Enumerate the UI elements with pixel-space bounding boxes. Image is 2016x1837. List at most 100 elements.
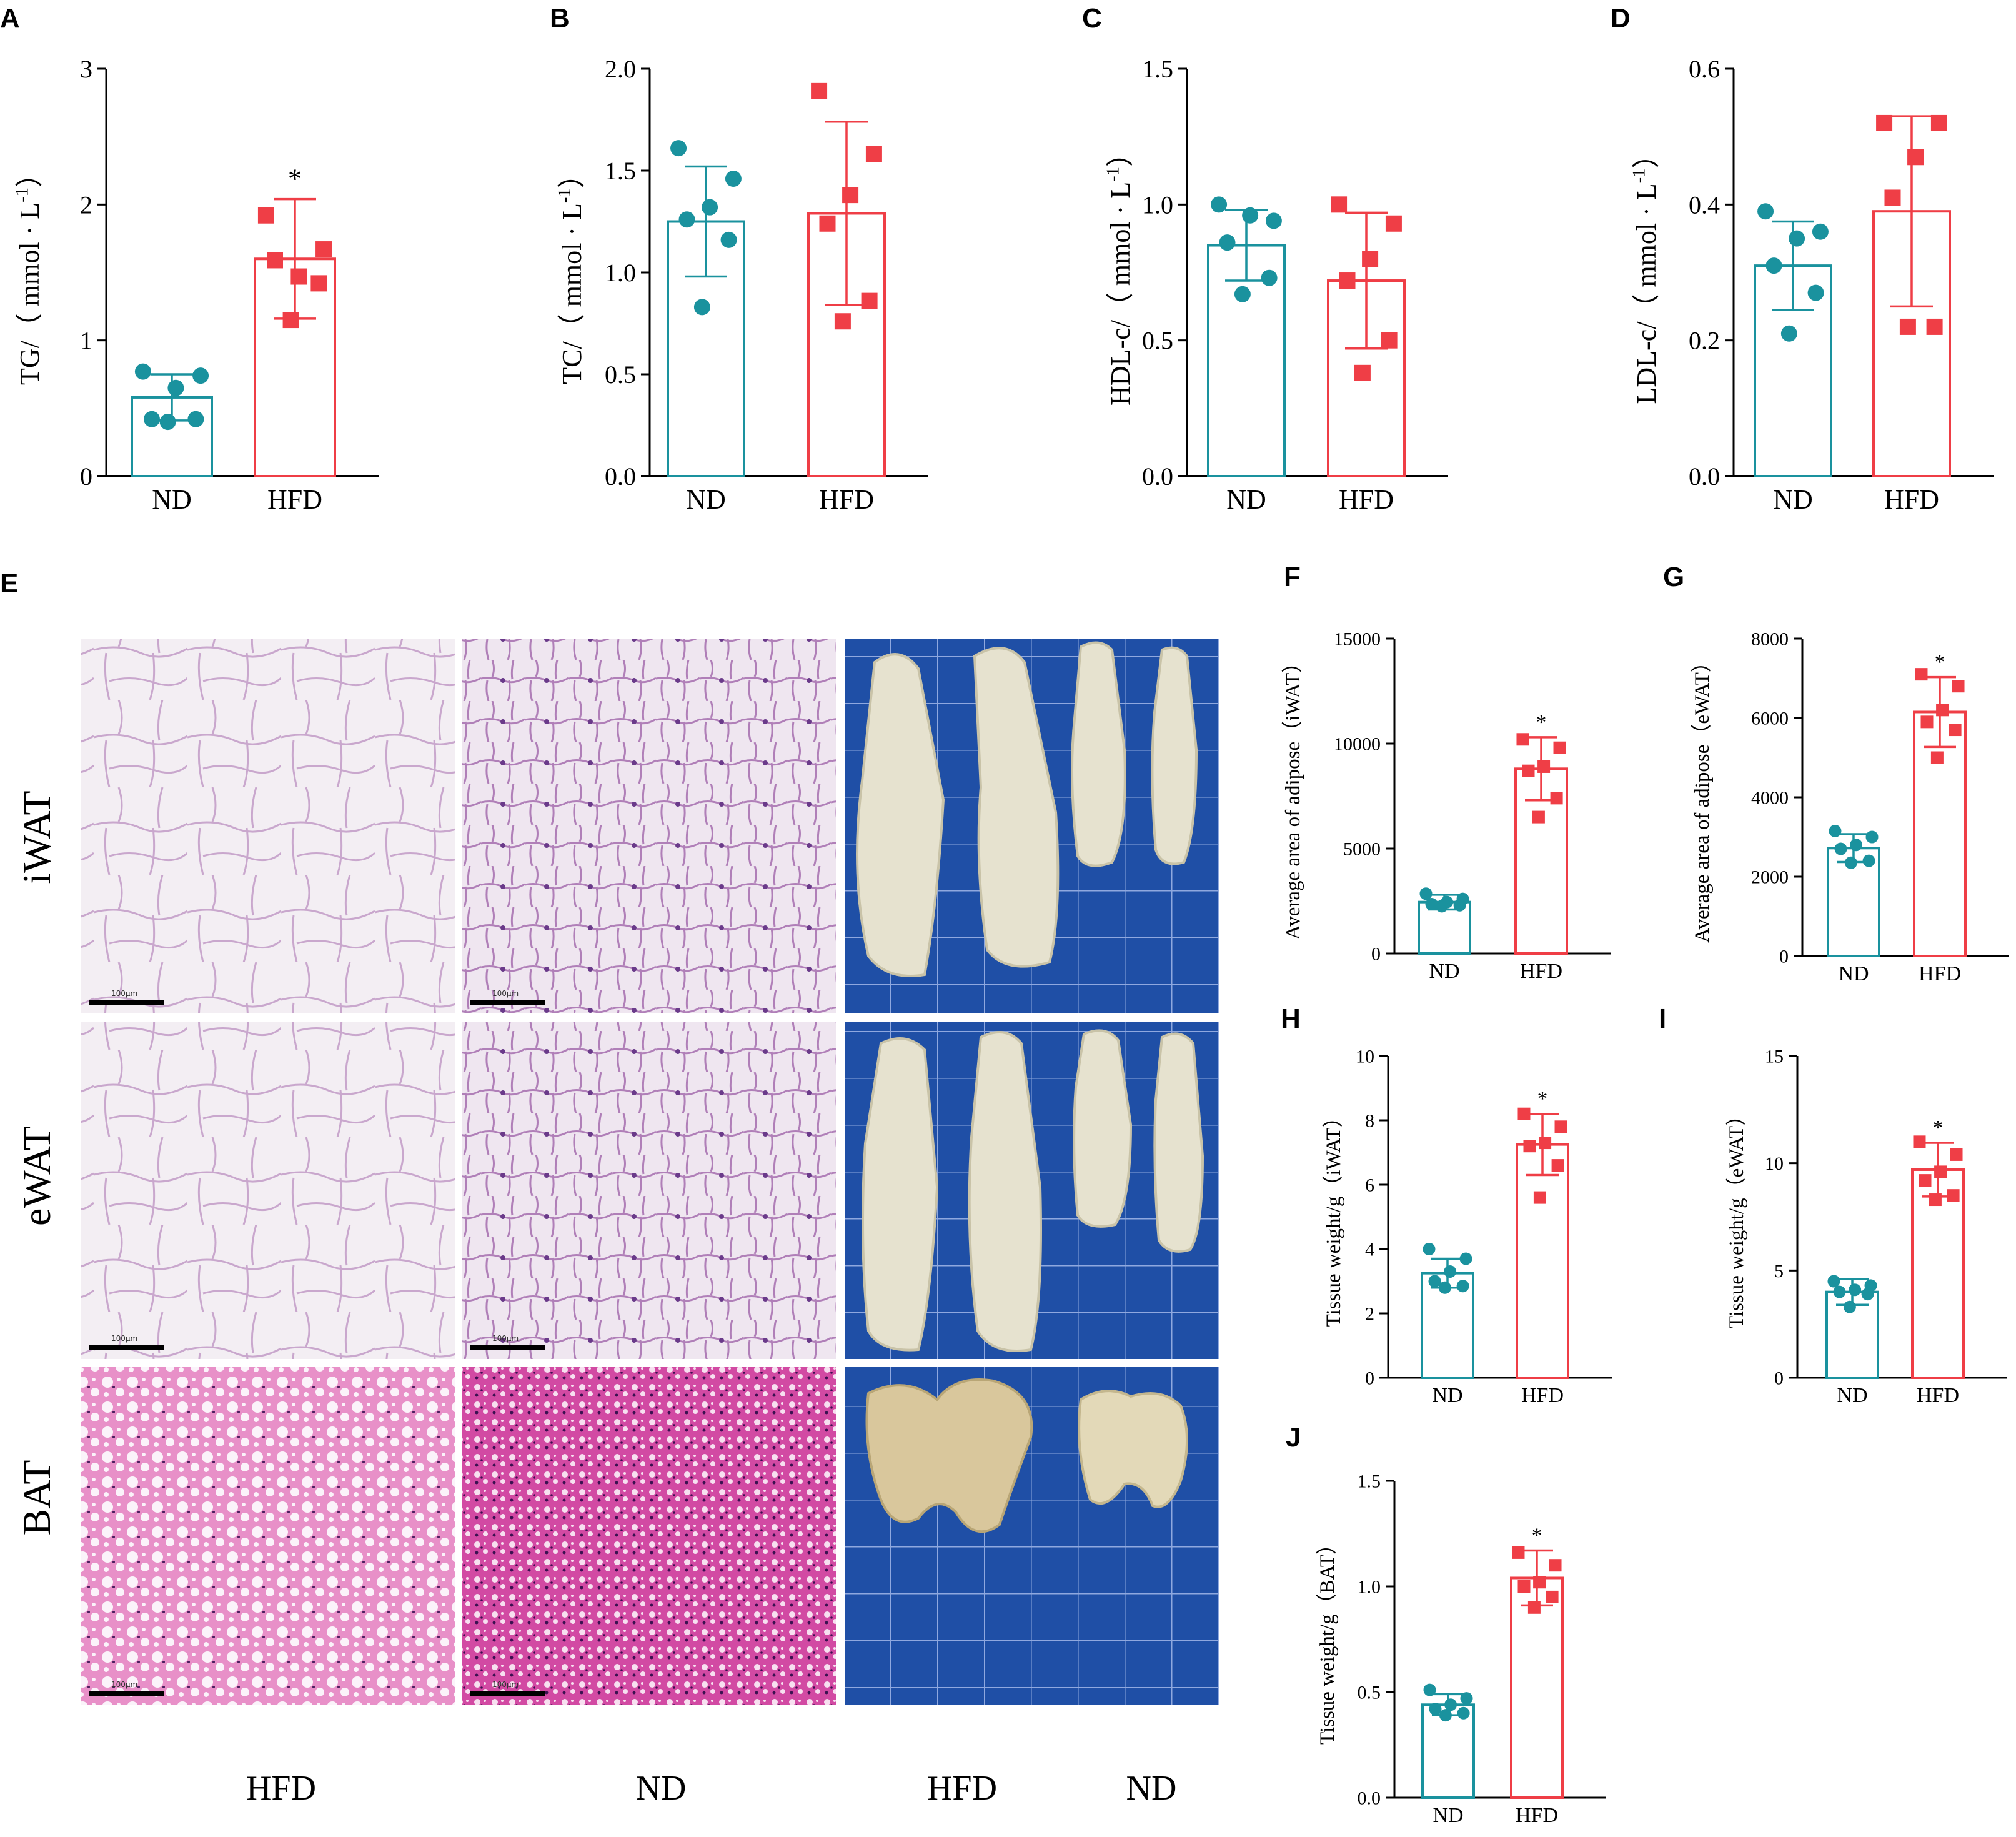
bar-hfd [1913, 710, 1967, 957]
data-point-hfd [1915, 668, 1928, 681]
y-tick-label: 0.4 [1689, 191, 1720, 219]
data-point-nd [1862, 854, 1875, 867]
data-point-hfd [1913, 1135, 1926, 1148]
y-tick-label: 4 [1365, 1240, 1374, 1260]
x-tick-label-hfd: HFD [1919, 962, 1961, 985]
y-tick-label: 0.5 [1358, 1683, 1381, 1703]
data-point-hfd [819, 215, 836, 232]
panel-letter-h: H [1281, 1003, 1301, 1034]
data-point-nd [1456, 1280, 1469, 1293]
data-point-hfd [842, 187, 859, 204]
data-point-nd [1435, 900, 1448, 913]
data-point-hfd [1339, 272, 1356, 289]
scale-bar [470, 1345, 545, 1350]
data-point-hfd [282, 312, 299, 329]
x-tick-label-hfd: HFD [1520, 960, 1562, 983]
ewat-hfd-histology [81, 1022, 455, 1359]
scale-bar-label: 100μm [492, 1680, 519, 1689]
data-point-hfd [1930, 751, 1944, 764]
y-axis-label: TC/（ mmol · L-1） [555, 161, 587, 384]
data-point-nd [1833, 1285, 1846, 1298]
data-point-hfd [1554, 1120, 1567, 1133]
significance-marker: * [1537, 1088, 1548, 1110]
y-axis-label: Average area of adipose（eWAT） [1691, 652, 1714, 943]
data-point-nd [1789, 230, 1805, 247]
data-point-nd [1444, 1698, 1457, 1711]
x-tick-label-hfd: HFD [1917, 1384, 1959, 1407]
data-point-nd [1861, 1288, 1874, 1301]
data-point-hfd [1533, 1191, 1546, 1204]
y-axis-label: Average area of adipose（iWAT） [1282, 652, 1304, 940]
y-axis-label: Tissue weight/g（BAT） [1316, 1534, 1339, 1745]
y-tick-label: 1.5 [605, 157, 636, 185]
data-point-hfd [1919, 1174, 1932, 1187]
x-tick-label-hfd: HFD [267, 484, 322, 515]
scale-bar-label: 100μm [492, 1334, 519, 1343]
column-label-hfd-photo: HFD [927, 1769, 997, 1808]
x-tick-label-nd: ND [152, 484, 192, 515]
row-label-ewat: eWAT [14, 1126, 59, 1226]
data-point-hfd [1522, 764, 1535, 777]
y-tick-label: 1 [80, 327, 92, 355]
data-point-hfd [1546, 1590, 1559, 1603]
data-point-nd [720, 231, 737, 248]
data-point-nd [167, 379, 184, 396]
y-tick-label: 1.0 [605, 259, 636, 287]
data-point-hfd [1523, 1140, 1536, 1153]
data-point-nd [1429, 1703, 1442, 1716]
y-axis-label: Tissue weight/g（eWAT） [1726, 1105, 1748, 1328]
panel-letter-f: F [1284, 562, 1301, 592]
y-tick-label: 15 [1765, 1047, 1784, 1067]
data-point-hfd [1527, 1601, 1541, 1614]
data-point-nd [1865, 830, 1879, 844]
data-point-nd [1419, 887, 1433, 900]
data-point-hfd [315, 241, 332, 258]
x-tick-label-nd: ND [1433, 1804, 1463, 1827]
x-tick-label-nd: ND [1773, 484, 1813, 515]
y-axis-label: TG/（ mmol · L-1） [12, 160, 45, 385]
scale-bar [89, 1691, 164, 1696]
data-point-nd [1234, 286, 1251, 302]
x-tick-label-nd: ND [1838, 962, 1869, 985]
x-tick-label-hfd: HFD [1516, 1804, 1558, 1827]
y-tick-label: 0 [80, 462, 92, 490]
scale-bar-label: 100μm [111, 1334, 137, 1343]
data-point-nd [1423, 1683, 1436, 1696]
y-tick-label: 2000 [1751, 867, 1789, 888]
data-point-hfd [1876, 114, 1893, 131]
data-point-nd [1459, 1252, 1472, 1265]
panel-letter-b: B [550, 3, 570, 34]
x-tick-label-nd: ND [1837, 1384, 1867, 1407]
x-tick-label-nd: ND [686, 484, 726, 515]
data-point-hfd [257, 207, 274, 224]
iwat-hfd-histology [81, 639, 455, 1013]
data-point-hfd [1949, 724, 1962, 737]
y-tick-label: 5 [1774, 1261, 1784, 1282]
x-tick-label-hfd: HFD [1521, 1384, 1564, 1407]
scale-bar [89, 1000, 164, 1005]
x-tick-label-nd: ND [1432, 1384, 1462, 1407]
data-point-nd [1261, 269, 1278, 286]
bar-hfd [1516, 1143, 1569, 1379]
y-tick-label: 8000 [1751, 629, 1789, 650]
significance-marker: * [1933, 1117, 1944, 1140]
scale-bar-label: 100μm [111, 989, 137, 998]
iwat-hfd-specimen-1 [856, 653, 945, 977]
data-point-hfd [1549, 1559, 1562, 1572]
data-point-nd [725, 171, 742, 187]
data-point-nd [1765, 257, 1782, 274]
y-tick-label: 6 [1365, 1175, 1374, 1196]
data-point-nd [1453, 899, 1466, 912]
data-point-hfd [834, 313, 851, 330]
data-point-nd [1829, 824, 1842, 837]
panel-letter-i: I [1659, 1003, 1666, 1034]
data-point-hfd [1533, 1576, 1546, 1589]
panel-letter-e: E [0, 568, 18, 599]
x-tick-label-nd: ND [1429, 960, 1459, 983]
data-point-hfd [1532, 810, 1545, 824]
data-point-nd [1843, 1300, 1856, 1313]
data-point-nd [1219, 234, 1236, 251]
iwat-nd-histology [462, 639, 836, 1013]
